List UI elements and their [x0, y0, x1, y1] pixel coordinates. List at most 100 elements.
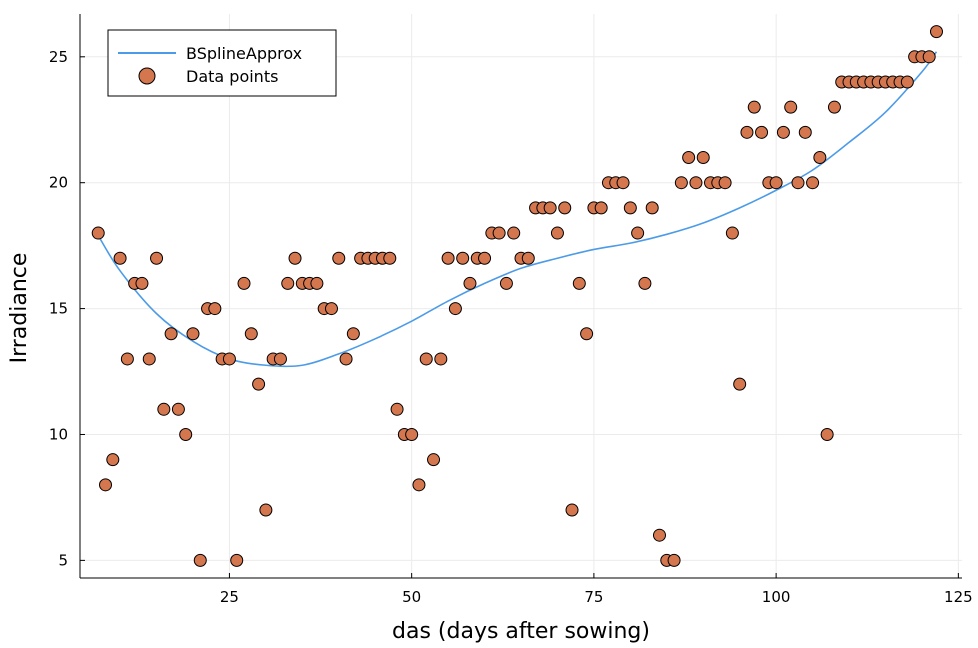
data-point — [820, 427, 834, 441]
data-point — [747, 100, 761, 114]
data-point — [565, 503, 579, 517]
data-point — [521, 251, 535, 265]
data-point — [405, 427, 419, 441]
data-point — [733, 377, 747, 391]
data-point — [507, 226, 521, 240]
data-point — [171, 402, 185, 416]
data-point — [740, 125, 754, 139]
scatter-series — [91, 25, 943, 567]
x-tick-label: 100 — [762, 588, 791, 606]
data-point — [310, 276, 324, 290]
tick-labels: 25 50 75 100 125 5 10 15 20 25 — [49, 48, 973, 606]
y-tick-label: 20 — [49, 174, 68, 192]
data-point — [543, 201, 557, 215]
data-point — [623, 201, 637, 215]
legend-label-bspline: BSplineApprox — [186, 44, 302, 63]
data-point — [193, 553, 207, 567]
data-point — [346, 327, 360, 341]
data-point — [120, 352, 134, 366]
data-point — [682, 151, 696, 165]
data-point — [456, 251, 470, 265]
data-point — [499, 276, 513, 290]
data-point — [179, 427, 193, 441]
x-axis-title: das (days after sowing) — [392, 619, 650, 644]
data-point — [558, 201, 572, 215]
data-point — [463, 276, 477, 290]
data-point — [412, 478, 426, 492]
data-point — [689, 176, 703, 190]
y-axis-title: Irradiance — [7, 253, 32, 364]
data-point — [776, 125, 790, 139]
data-point — [339, 352, 353, 366]
data-point — [645, 201, 659, 215]
y-tick-label: 25 — [49, 48, 68, 66]
data-point — [186, 327, 200, 341]
data-point — [273, 352, 287, 366]
data-point — [798, 125, 812, 139]
x-tick-label: 25 — [220, 588, 239, 606]
data-point — [652, 528, 666, 542]
data-point — [113, 251, 127, 265]
grid — [80, 14, 962, 578]
data-point — [222, 352, 236, 366]
data-point — [492, 226, 506, 240]
data-point — [427, 453, 441, 467]
data-point — [580, 327, 594, 341]
data-point — [550, 226, 564, 240]
data-point — [259, 503, 273, 517]
data-point — [674, 176, 688, 190]
data-point — [419, 352, 433, 366]
data-point — [616, 176, 630, 190]
data-point — [806, 176, 820, 190]
data-point — [696, 151, 710, 165]
data-point — [150, 251, 164, 265]
data-point — [827, 100, 841, 114]
data-point — [638, 276, 652, 290]
data-point — [281, 276, 295, 290]
data-point — [755, 125, 769, 139]
data-point — [135, 276, 149, 290]
data-point — [91, 226, 105, 240]
data-point — [791, 176, 805, 190]
legend: BSplineApprox Data points — [107, 29, 337, 97]
data-point — [164, 327, 178, 341]
data-point — [383, 251, 397, 265]
data-point — [900, 75, 914, 89]
data-point — [390, 402, 404, 416]
data-point — [448, 302, 462, 316]
data-point — [667, 553, 681, 567]
y-tick-label: 5 — [58, 551, 68, 569]
data-point — [288, 251, 302, 265]
y-tick-label: 15 — [49, 300, 68, 318]
data-point — [718, 176, 732, 190]
data-point — [769, 176, 783, 190]
data-point — [252, 377, 266, 391]
line-series — [97, 51, 938, 368]
data-point — [922, 50, 936, 64]
x-tick-label: 75 — [584, 588, 603, 606]
data-point — [244, 327, 258, 341]
data-point — [142, 352, 156, 366]
data-point — [230, 553, 244, 567]
data-point — [157, 402, 171, 416]
data-point — [725, 226, 739, 240]
legend-label-points: Data points — [186, 67, 278, 86]
data-point — [572, 276, 586, 290]
data-point — [594, 201, 608, 215]
legend-box — [107, 29, 337, 97]
data-point — [99, 478, 113, 492]
data-point — [784, 100, 798, 114]
axes — [79, 14, 962, 579]
data-point — [478, 251, 492, 265]
data-point — [237, 276, 251, 290]
data-point — [929, 25, 943, 39]
data-point — [106, 453, 120, 467]
data-point — [434, 352, 448, 366]
data-point — [441, 251, 455, 265]
x-tick-label: 50 — [402, 588, 421, 606]
x-tick-label: 125 — [944, 588, 973, 606]
data-point — [208, 302, 222, 316]
legend-point-swatch — [138, 67, 156, 85]
data-point — [813, 151, 827, 165]
